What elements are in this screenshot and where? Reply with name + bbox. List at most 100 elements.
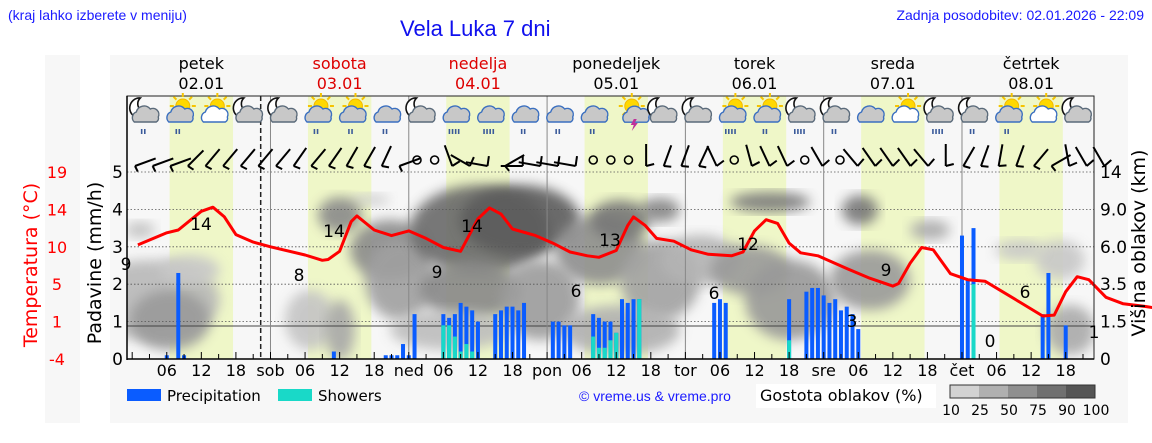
- precipitation-bar: [856, 329, 861, 359]
- cloud-density-tick: 75: [1029, 403, 1047, 419]
- showers-bar: [608, 340, 613, 359]
- precipitation-bar: [838, 310, 843, 359]
- rain-icon: ıııı: [931, 127, 943, 137]
- weather-icons-row: ıı ıı ıı ıı ıı ıııı ıııı ıı ıı ıı ıııı ıı ıııı ıı ıııı…: [128, 93, 1092, 137]
- wind-barb-icon: [443, 144, 461, 167]
- wind-barb-icon: [745, 144, 761, 167]
- precipitation-bar: [631, 299, 636, 359]
- drizzle-icon: ıı: [175, 127, 181, 137]
- wind-calm-icon: [606, 155, 616, 165]
- wind-barb-icon: [500, 156, 524, 167]
- cloud-density-title-bg: [756, 384, 936, 408]
- day-date-label: 04.01: [455, 74, 501, 93]
- cloud-icon: [580, 105, 609, 123]
- night-cloud-icon: [1061, 97, 1092, 123]
- hour-tick-label: 12: [191, 361, 211, 380]
- day-tick-label: sre: [811, 361, 835, 380]
- cloud-icon: [269, 105, 298, 123]
- cloud-density-scale-border: [949, 384, 1096, 399]
- sun-cloud-drizzle-icon: ıı: [166, 93, 196, 137]
- showers-bar: [637, 299, 642, 359]
- sun-ray: [898, 96, 903, 101]
- wind-barb-icon: [275, 148, 291, 171]
- precipitation-bar: [596, 317, 601, 359]
- wind-barb-icon: [861, 147, 883, 167]
- temperature-curve: [137, 205, 1152, 318]
- wind-barb-icon: [363, 146, 376, 169]
- precip-axis-title: Padavine (mm/h): [84, 182, 106, 345]
- cloud-blob: [460, 185, 580, 255]
- cloud-icon: [200, 105, 229, 123]
- hour-tick-label: 12: [329, 361, 349, 380]
- sun-ray: [775, 96, 780, 101]
- wind-barb-icon: [536, 155, 561, 167]
- night-cloud-drizzle-icon: ıı: [957, 97, 989, 137]
- temperature-label: 3: [847, 312, 858, 332]
- cloud-icon: [856, 105, 885, 123]
- temp-axis-title: Temperatura (°C): [20, 183, 42, 348]
- cloud-icon: [304, 105, 333, 123]
- cloud-height-tick-label: 0: [1100, 350, 1111, 370]
- night-cloud-rain-icon: ıııı: [785, 97, 816, 137]
- sun-cloud-rain-icon: ıııı: [718, 93, 749, 137]
- day-name-label: torek: [734, 54, 776, 73]
- day-name-label: sreda: [871, 54, 915, 73]
- precipitation-bar: [475, 321, 480, 359]
- temperature-label: 9: [121, 255, 132, 275]
- wind-barb-icon: [465, 155, 490, 167]
- temp-tick-label: 5: [52, 275, 62, 294]
- wind-barb-icon: [204, 148, 221, 171]
- cloud-height-tick-label: 9.0: [1100, 200, 1127, 220]
- drizzle-icon: ıı: [313, 127, 319, 137]
- cloud-icon: [511, 105, 540, 123]
- precipitation-legend-label: Precipitation: [167, 387, 261, 405]
- wind-barb-icon: [398, 157, 421, 172]
- showers-legend-label: Showers: [318, 387, 382, 405]
- day-name-label: četrtek: [1003, 54, 1061, 73]
- sun-ray: [760, 96, 765, 101]
- wind-barb-icon: [450, 154, 475, 167]
- drizzle-icon: ıı: [140, 127, 146, 137]
- precipitation-bar: [464, 306, 469, 359]
- legend: Precipitation Showers © vreme.us & vreme.p…: [127, 384, 1109, 419]
- wind-barb-icon: [706, 145, 725, 167]
- wind-calm-icon: [429, 155, 440, 165]
- cloud-height-tick-label: 6.0: [1100, 238, 1127, 258]
- wind-barb-icon: [980, 144, 990, 168]
- cloud-icon: [787, 105, 816, 123]
- temperature-label: 14: [190, 215, 212, 235]
- wind-calm-icon: [412, 155, 422, 165]
- wind-barb-icon: [239, 148, 256, 171]
- wind-barb-icon: [776, 145, 795, 167]
- wind-calm-icon: [588, 155, 599, 165]
- wind-barb-icon: [879, 147, 901, 167]
- cloud-density-tick: 25: [971, 403, 989, 419]
- hour-tick-label: 18: [779, 361, 799, 380]
- day-date-label: 02.01: [178, 74, 224, 93]
- sun-ray: [725, 96, 730, 101]
- precipitation-bar: [176, 272, 181, 359]
- precipitation-bar: [383, 355, 388, 359]
- cloud-icon: [684, 105, 713, 123]
- wind-barb-icon: [553, 155, 579, 167]
- night-cloud-drizzle-icon: ıı: [128, 97, 160, 137]
- temperature-label: 8: [294, 266, 305, 286]
- hour-tick-label: 06: [848, 361, 868, 380]
- showers-bar: [614, 332, 619, 359]
- precipitation-bar: [810, 287, 815, 359]
- location-hint: (kraj lahko izberete v meniju): [8, 7, 187, 23]
- showers-bar: [971, 284, 976, 359]
- cloud-icon: [338, 105, 367, 123]
- cloud-density-tick: 100: [1083, 403, 1110, 419]
- precipitation-bar: [522, 302, 527, 359]
- day-date-label: 08.01: [1008, 74, 1054, 93]
- precipitation-bar: [827, 302, 832, 359]
- cloud-density-tick: 50: [1000, 403, 1018, 419]
- wind-barb-icon: [645, 144, 655, 167]
- temperature-label: 0: [985, 332, 996, 352]
- precipitation-bar: [821, 295, 826, 359]
- page-title: Vela Luka 7 dni: [400, 16, 551, 41]
- cloud-density-swatch: [1066, 385, 1095, 398]
- drizzle-icon: ıı: [969, 127, 975, 137]
